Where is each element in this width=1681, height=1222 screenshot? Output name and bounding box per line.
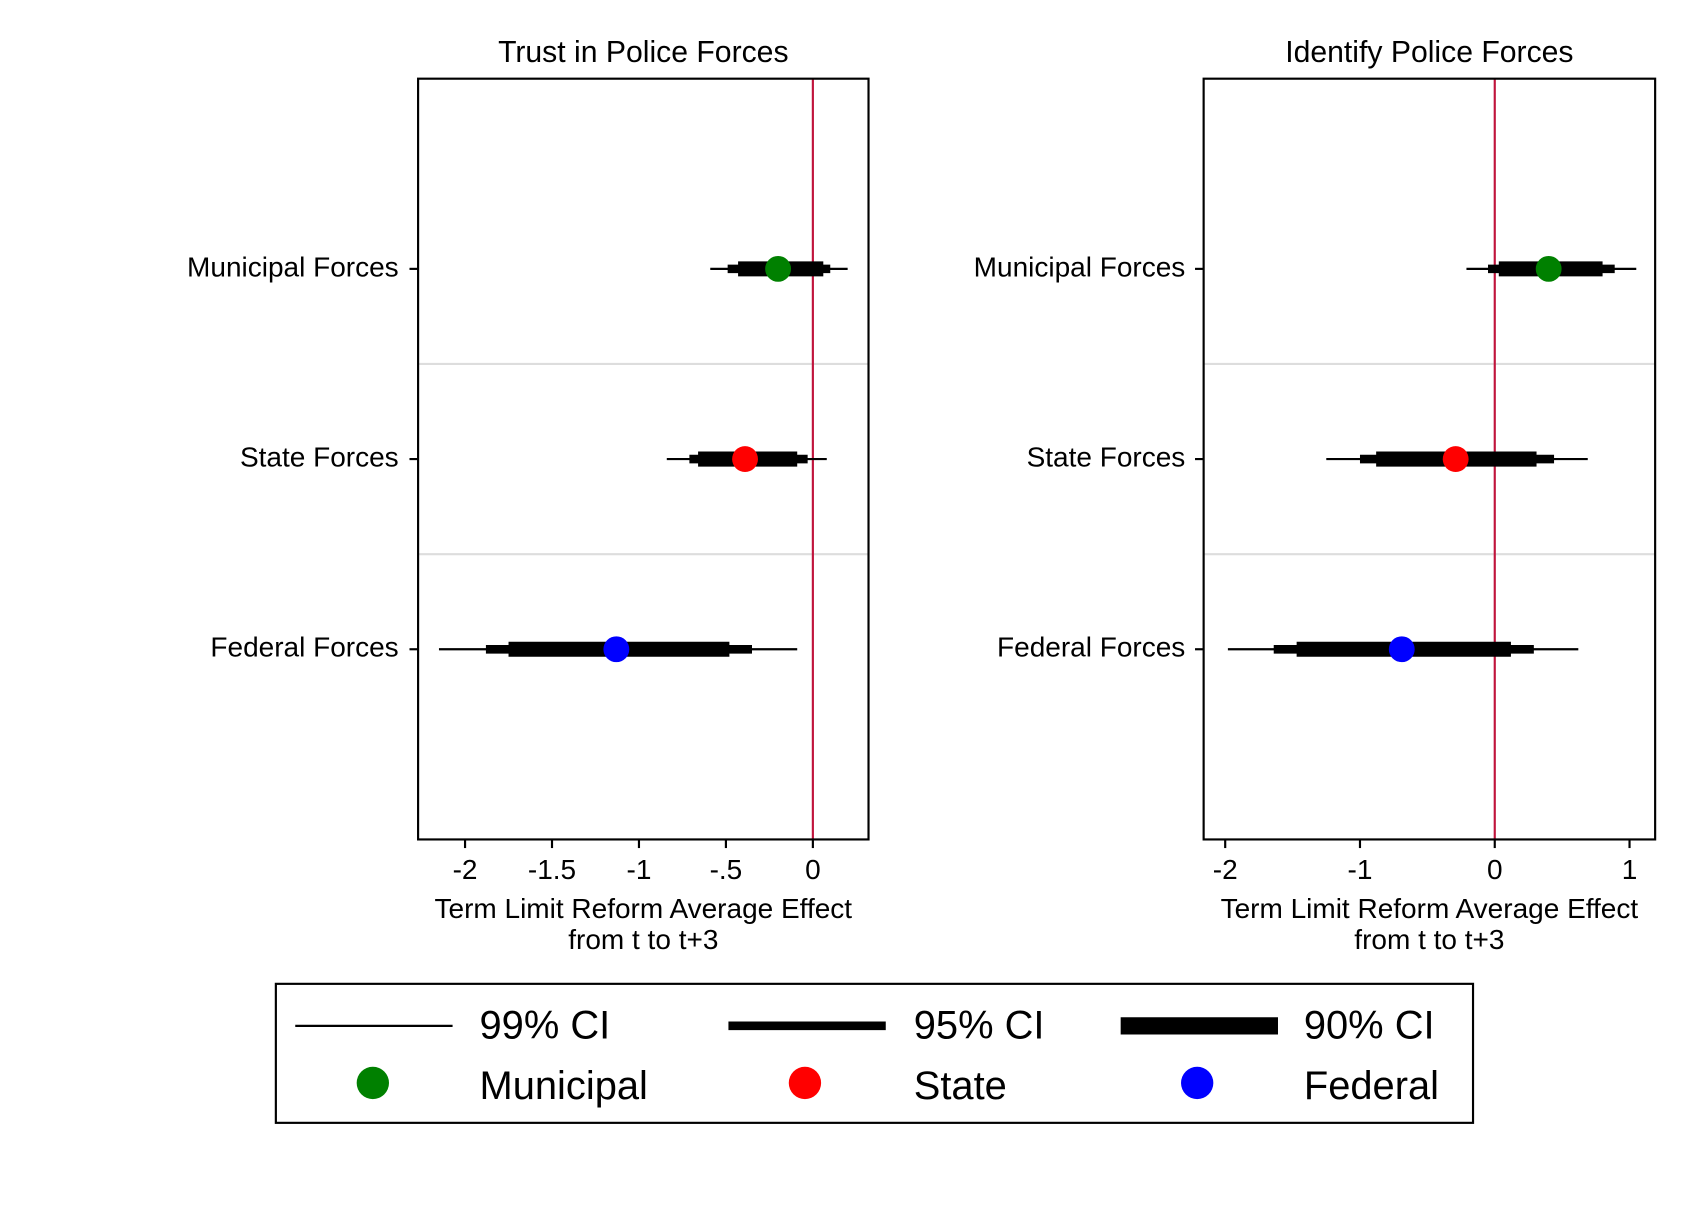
y-tick-label: Municipal Forces [187, 251, 399, 282]
point-estimate [765, 255, 792, 282]
legend-marker [1181, 1066, 1214, 1100]
x-tick-label: 1 [1622, 854, 1638, 885]
x-tick-label: 0 [805, 854, 821, 885]
legend-marker [356, 1066, 390, 1100]
x-axis-label: from t to t+3 [568, 924, 718, 955]
point-estimate [1388, 636, 1415, 663]
legend-label: Federal [1304, 1064, 1439, 1108]
point-estimate [1442, 446, 1469, 472]
point-estimate [603, 636, 630, 663]
point-estimate [732, 446, 758, 472]
x-tick-label: -2 [453, 854, 478, 885]
x-tick-label: 0 [1487, 854, 1503, 885]
point-estimate [1535, 255, 1562, 282]
x-axis-label: Term Limit Reform Average Effect [1221, 893, 1639, 924]
legend-label: 99% CI [480, 1004, 611, 1048]
y-tick-label: State Forces [1027, 441, 1186, 472]
x-axis-label: from t to t+3 [1354, 924, 1504, 955]
legend-box [274, 982, 1475, 1124]
legend-label: Municipal [480, 1064, 648, 1108]
y-tick-label: State Forces [240, 441, 399, 472]
y-tick-label: Federal Forces [210, 632, 398, 663]
x-tick-label: -.5 [710, 854, 743, 885]
legend-label: State [914, 1064, 1007, 1108]
x-tick-label: -1 [627, 854, 652, 885]
x-tick-label: -1.5 [528, 854, 576, 885]
chart-title: Trust in Police Forces [498, 36, 788, 69]
y-tick-label: Municipal Forces [974, 251, 1186, 282]
y-tick-label: Federal Forces [997, 632, 1185, 663]
legend-label: 90% CI [1304, 1004, 1435, 1048]
legend-marker [788, 1066, 822, 1100]
chart-title: Identify Police Forces [1285, 36, 1573, 69]
legend-label: 95% CI [914, 1004, 1045, 1048]
x-tick-label: -2 [1213, 854, 1238, 885]
x-axis-label: Term Limit Reform Average Effect [435, 893, 853, 924]
x-tick-label: -1 [1348, 854, 1373, 885]
